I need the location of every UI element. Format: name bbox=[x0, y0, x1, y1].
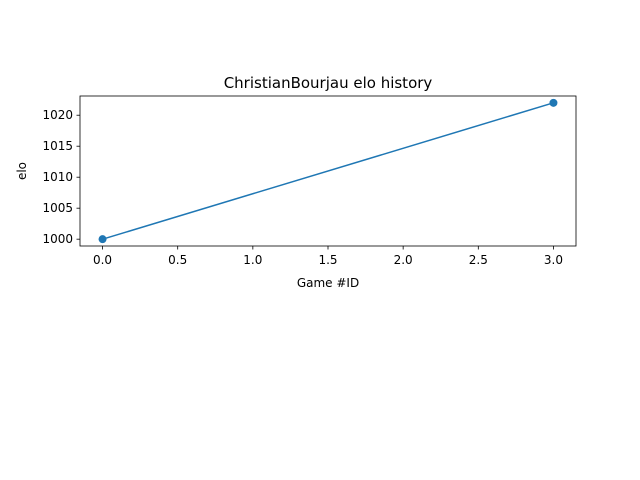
x-axis-label: Game #ID bbox=[297, 276, 359, 290]
data-point bbox=[549, 98, 558, 107]
plot-area bbox=[98, 98, 558, 244]
x-tick-label: 0.5 bbox=[168, 253, 187, 267]
x-tick-label: 1.0 bbox=[243, 253, 262, 267]
y-tick-label: 1015 bbox=[42, 139, 73, 153]
x-tick-label: 0.0 bbox=[93, 253, 112, 267]
y-tick-label: 1020 bbox=[42, 108, 73, 122]
y-tick-label: 1010 bbox=[42, 170, 73, 184]
y-axis-label: elo bbox=[15, 162, 29, 180]
x-tick-label: 2.5 bbox=[469, 253, 488, 267]
series-line bbox=[102, 102, 554, 240]
y-tick-label: 1005 bbox=[42, 201, 73, 215]
chart-title: ChristianBourjau elo history bbox=[224, 74, 433, 92]
y-tick-label: 1000 bbox=[42, 232, 73, 246]
y-axis-ticks: 1000 1005 1010 1015 1020 bbox=[42, 108, 80, 246]
x-tick-label: 2.0 bbox=[394, 253, 413, 267]
x-axis-ticks: 0.0 0.5 1.0 1.5 2.0 2.5 3.0 bbox=[93, 246, 563, 267]
x-tick-label: 1.5 bbox=[318, 253, 337, 267]
data-point bbox=[98, 235, 107, 244]
x-tick-label: 3.0 bbox=[544, 253, 563, 267]
